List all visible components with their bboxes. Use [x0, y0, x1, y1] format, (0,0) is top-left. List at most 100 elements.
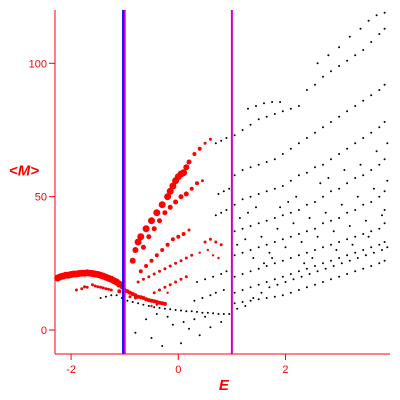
- black-data-point: [196, 281, 198, 283]
- red-data-point: [192, 152, 197, 156]
- black-data-point: [252, 297, 255, 299]
- red-data-point: [208, 237, 212, 241]
- black-data-point: [338, 275, 341, 278]
- black-data-point: [241, 198, 244, 201]
- black-data-point: [303, 262, 306, 265]
- y-tick-label: 100: [29, 58, 47, 70]
- red-data-point: [165, 242, 170, 247]
- black-data-point: [233, 230, 236, 233]
- black-data-point: [212, 275, 215, 278]
- black-data-point: [273, 113, 276, 115]
- red-data-point: [158, 288, 161, 292]
- black-data-point: [383, 27, 386, 30]
- black-data-point: [241, 301, 244, 303]
- red-data-point: [180, 169, 188, 177]
- black-data-point: [338, 257, 341, 259]
- black-data-point: [330, 158, 332, 161]
- red-data-point: [160, 248, 165, 252]
- red-data-point: [174, 261, 178, 265]
- black-data-point: [346, 59, 349, 62]
- black-data-point: [322, 222, 324, 225]
- black-data-point: [297, 270, 300, 273]
- black-data-point: [265, 115, 268, 118]
- black-data-point: [348, 35, 351, 38]
- red-data-point: [104, 287, 108, 291]
- x-tick-label: -2: [66, 364, 76, 376]
- black-data-point: [249, 225, 252, 227]
- black-data-point: [316, 270, 319, 273]
- black-data-point: [327, 54, 330, 57]
- black-data-point: [268, 286, 271, 289]
- black-data-point: [362, 203, 365, 206]
- black-data-point: [305, 251, 308, 254]
- black-data-point: [338, 241, 341, 243]
- black-data-point: [370, 230, 373, 233]
- red-data-point: [91, 283, 94, 287]
- red-data-point: [187, 228, 191, 232]
- black-data-point: [316, 62, 319, 65]
- red-data-point: [140, 244, 146, 250]
- black-data-point: [241, 289, 244, 291]
- black-data-point: [241, 227, 244, 230]
- black-data-point: [383, 259, 386, 262]
- black-data-point: [115, 294, 118, 297]
- red-data-point: [200, 179, 204, 183]
- black-data-point: [324, 211, 327, 214]
- black-data-point: [161, 345, 164, 347]
- black-data-point: [257, 118, 260, 121]
- black-data-point: [244, 238, 247, 241]
- black-data-point: [338, 153, 341, 155]
- red-data-point: [144, 264, 149, 268]
- red-data-point: [137, 233, 145, 241]
- black-data-point: [180, 342, 182, 345]
- black-data-point: [257, 267, 260, 270]
- black-data-point: [386, 142, 389, 145]
- red-data-point: [208, 137, 212, 141]
- black-data-point: [212, 312, 215, 315]
- black-data-point: [354, 270, 357, 273]
- black-data-point: [265, 219, 268, 222]
- red-data-point: [167, 204, 173, 210]
- black-data-point: [300, 241, 303, 243]
- red-data-point: [128, 295, 132, 299]
- black-data-point: [265, 281, 268, 283]
- red-data-point: [190, 253, 194, 257]
- black-data-point: [297, 174, 300, 177]
- red-data-point: [101, 286, 105, 290]
- red-data-point: [136, 280, 140, 284]
- black-data-point: [322, 126, 324, 129]
- red-data-point: [181, 232, 186, 236]
- red-data-point: [109, 288, 113, 292]
- black-data-point: [300, 275, 303, 278]
- black-data-point: [249, 270, 252, 273]
- black-data-point: [220, 273, 223, 275]
- black-data-point: [220, 139, 223, 142]
- black-data-point: [314, 283, 316, 286]
- black-data-point: [348, 225, 351, 227]
- red-data-point: [195, 181, 199, 186]
- black-data-point: [131, 301, 134, 303]
- black-data-point: [273, 187, 276, 190]
- black-data-point: [346, 254, 349, 257]
- red-data-point: [153, 209, 161, 217]
- black-data-point: [346, 147, 349, 150]
- black-data-point: [281, 153, 284, 155]
- black-data-point: [163, 307, 166, 310]
- black-data-point: [233, 275, 236, 278]
- black-data-point: [338, 115, 341, 118]
- black-data-point: [305, 267, 308, 270]
- red-data-point: [151, 226, 157, 232]
- black-data-point: [204, 278, 207, 281]
- black-data-point: [273, 241, 276, 243]
- black-data-point: [249, 123, 252, 126]
- black-data-point: [319, 182, 322, 185]
- black-data-point: [322, 262, 324, 265]
- black-data-point: [289, 235, 292, 238]
- black-data-point: [166, 315, 169, 318]
- black-data-point: [370, 41, 373, 43]
- black-data-point: [346, 273, 349, 275]
- black-data-point: [359, 163, 362, 166]
- black-data-point: [147, 305, 150, 307]
- black-data-point: [348, 259, 351, 262]
- red-data-point: [176, 234, 181, 239]
